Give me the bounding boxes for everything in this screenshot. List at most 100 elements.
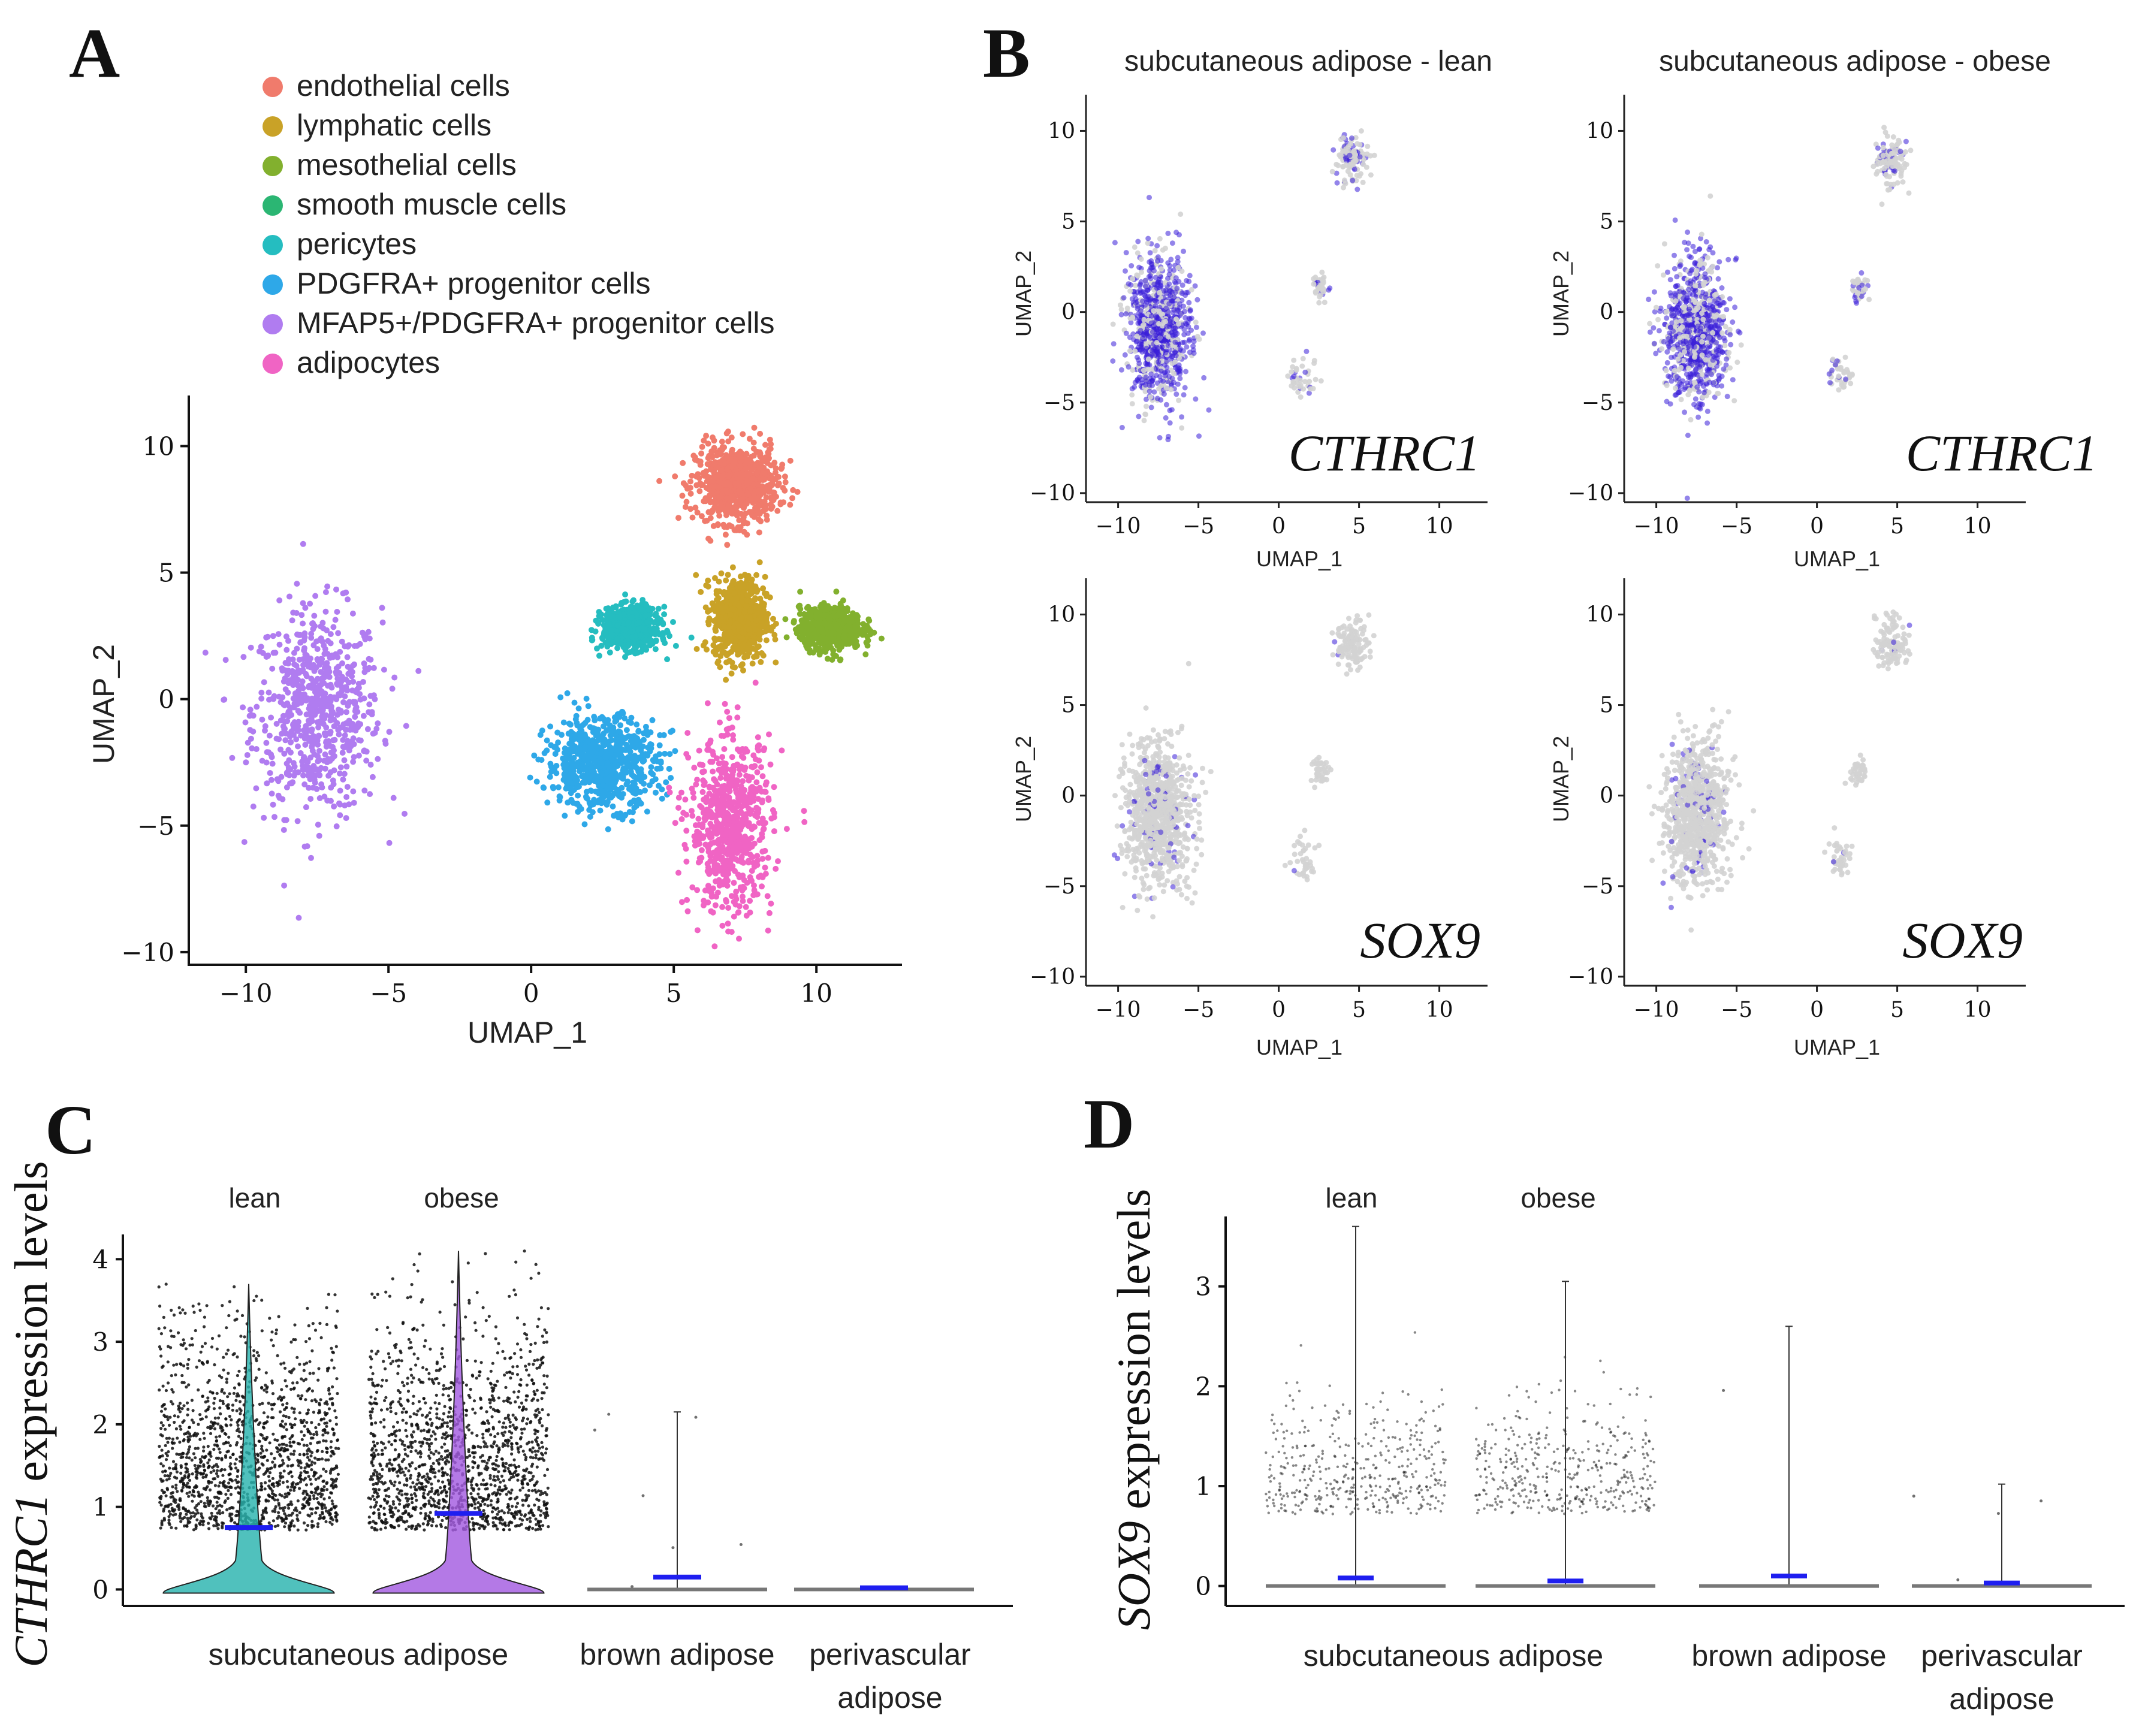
cluster-point [569, 745, 575, 751]
cluster-point [707, 834, 714, 841]
cluster-point [719, 783, 726, 790]
cluster-point [716, 618, 722, 625]
cluster-point [670, 619, 676, 625]
cluster-point [749, 774, 755, 781]
cluster-point [276, 736, 282, 742]
cluster-point [726, 715, 732, 721]
cluster-point [303, 804, 309, 810]
cluster-point [317, 682, 324, 689]
cluster-point [708, 466, 714, 473]
cluster-point [608, 756, 615, 763]
cluster-point [357, 641, 363, 647]
cluster-point [847, 614, 854, 620]
cluster-point [563, 761, 570, 768]
cluster-point [774, 508, 781, 514]
cluster-point [594, 645, 600, 652]
cluster-point [324, 651, 331, 657]
cluster-point [605, 717, 611, 723]
cluster-point [743, 653, 749, 659]
tick-y-label: −5 [137, 811, 174, 841]
cluster-point [323, 724, 330, 730]
cluster-point [315, 753, 321, 759]
tick-y-label: 5 [158, 558, 174, 588]
cluster-point [725, 785, 731, 792]
cluster-point [335, 727, 342, 733]
cluster-point [338, 678, 345, 685]
cluster-point [293, 736, 300, 742]
legend-swatch-4 [263, 235, 283, 255]
cluster-point [764, 512, 770, 519]
cluster-point [702, 817, 708, 823]
cluster-point [283, 647, 290, 653]
panel-letter-c: C [45, 1091, 96, 1169]
cluster-point [268, 714, 274, 721]
panel-letter-b: B [983, 14, 1030, 92]
cluster-point [343, 684, 349, 690]
cluster-point [754, 650, 761, 657]
cluster-point [617, 757, 623, 763]
cluster-point [702, 518, 708, 524]
cluster-point [574, 722, 581, 729]
cluster-point [328, 784, 334, 791]
cluster-point [865, 616, 872, 623]
cluster-point [707, 853, 714, 859]
cluster-point [717, 775, 724, 781]
cluster-point [583, 696, 590, 702]
cluster-point [726, 657, 733, 664]
cluster-point [357, 737, 364, 744]
cluster-point [344, 654, 351, 660]
cluster-point [315, 822, 321, 828]
cluster-point [275, 631, 282, 638]
cluster-point [747, 607, 754, 614]
cluster-point [330, 709, 336, 715]
cluster-point [292, 769, 298, 775]
cluster-point [748, 581, 755, 587]
cluster-point [740, 893, 746, 900]
cluster-point [827, 624, 834, 630]
cluster-point [741, 518, 747, 525]
cluster-point [741, 767, 748, 773]
cluster-point [635, 789, 642, 795]
cluster-point [734, 777, 740, 784]
cluster-point [721, 966, 727, 972]
cluster-point [735, 481, 742, 488]
cluster-point [363, 757, 370, 764]
cluster-point [763, 494, 770, 500]
cluster-point [750, 823, 757, 830]
cluster-point [708, 840, 715, 847]
cluster-point [659, 786, 665, 793]
cluster-point [246, 712, 253, 719]
cluster-point [661, 611, 668, 618]
cluster-point [757, 628, 764, 634]
cluster-point [726, 593, 733, 600]
cluster-point [328, 696, 334, 703]
cluster-point [369, 774, 376, 780]
cluster-point [342, 732, 348, 738]
cluster-point [738, 803, 745, 810]
cluster-point [327, 640, 334, 647]
cluster-point [801, 808, 807, 814]
cluster-point [620, 710, 626, 717]
cluster-point [739, 635, 746, 642]
cluster-point [773, 659, 779, 666]
cluster-point [728, 893, 735, 899]
cluster-point [694, 887, 701, 893]
cluster-point [661, 603, 668, 610]
cluster-point [299, 678, 306, 685]
cluster-point [318, 708, 325, 715]
cluster-point [644, 808, 650, 815]
cluster-point [715, 472, 722, 479]
cluster-point [641, 626, 648, 633]
feature-point [1141, 418, 1147, 424]
cluster-point [698, 513, 705, 520]
cluster-point [733, 889, 740, 895]
cluster-point [248, 644, 254, 651]
cluster-point [309, 695, 315, 702]
cluster-point [345, 644, 351, 650]
cluster-point [636, 619, 642, 626]
cluster-point [766, 731, 772, 738]
cluster-point [699, 769, 706, 775]
cluster-point [626, 641, 632, 647]
cluster-point [755, 857, 761, 864]
cluster-point [741, 609, 748, 615]
